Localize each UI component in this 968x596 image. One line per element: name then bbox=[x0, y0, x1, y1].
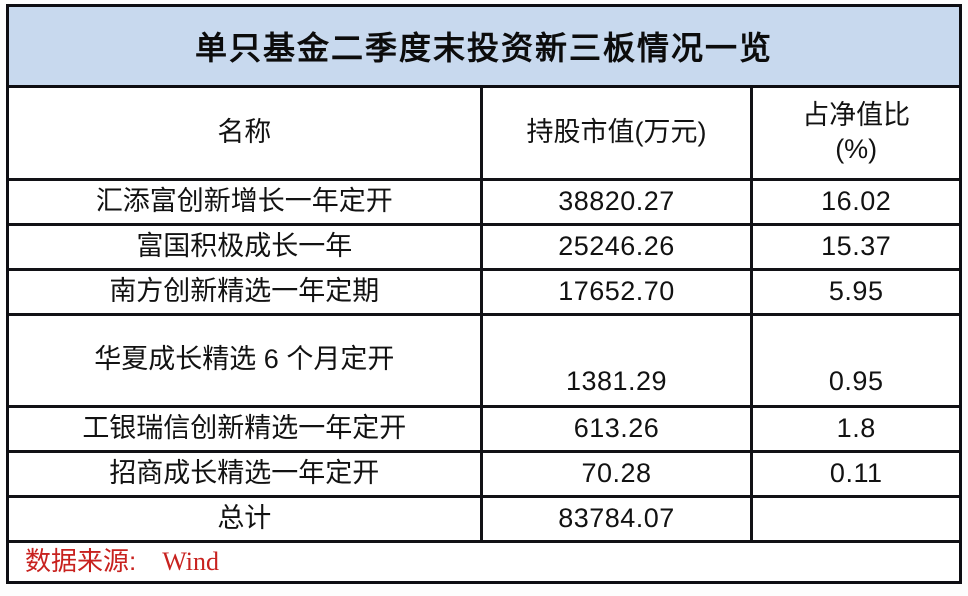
header-net-ratio: 占净值比 (%) bbox=[750, 88, 959, 181]
ratio-cell: 16.02 bbox=[750, 177, 959, 226]
value-cell: 613.26 bbox=[479, 404, 754, 453]
fund-name-cell: 汇添富创新增长一年定开 bbox=[9, 177, 483, 226]
table-row: 南方创新精选一年定期 17652.70 5.95 bbox=[9, 267, 959, 316]
fund-name-cell: 工银瑞信创新精选一年定开 bbox=[9, 404, 483, 453]
value-cell: 70.28 bbox=[479, 449, 754, 498]
header-net-ratio-line2: (%) bbox=[835, 133, 878, 164]
table-row: 华夏成长精选 6 个月定开 1381.29 0.95 bbox=[9, 312, 959, 408]
table-row: 工银瑞信创新精选一年定开 613.26 1.8 bbox=[9, 404, 959, 453]
total-row: 总计 83784.07 bbox=[9, 494, 959, 543]
value-cell: 1381.29 bbox=[479, 312, 754, 408]
total-ratio-cell bbox=[750, 494, 959, 543]
fund-name-cell: 南方创新精选一年定期 bbox=[9, 267, 483, 316]
source-value: Wind bbox=[162, 547, 219, 576]
table-row: 汇添富创新增长一年定开 38820.27 16.02 bbox=[9, 177, 959, 226]
fund-name-cell: 招商成长精选一年定开 bbox=[9, 449, 483, 498]
fund-table-sheet: 单只基金二季度末投资新三板情况一览 名称 持股市值(万元) 占净值比 (%) 汇… bbox=[6, 4, 962, 584]
total-label-cell: 总计 bbox=[9, 494, 483, 543]
header-market-value: 持股市值(万元) bbox=[479, 88, 754, 181]
ratio-cell: 0.95 bbox=[750, 312, 959, 408]
ratio-cell: 1.8 bbox=[750, 404, 959, 453]
ratio-cell: 15.37 bbox=[750, 222, 959, 271]
fund-name-cell: 华夏成长精选 6 个月定开 bbox=[9, 312, 483, 408]
source-note: 数据来源: Wind bbox=[9, 539, 959, 581]
value-cell: 38820.27 bbox=[479, 177, 754, 226]
source-label: 数据来源: bbox=[25, 546, 137, 576]
ratio-cell: 5.95 bbox=[750, 267, 959, 316]
header-row: 名称 持股市值(万元) 占净值比 (%) bbox=[9, 88, 959, 181]
fund-name-cell: 富国积极成长一年 bbox=[9, 222, 483, 271]
table-row: 富国积极成长一年 25246.26 15.37 bbox=[9, 222, 959, 271]
header-net-ratio-line1: 占净值比 bbox=[802, 100, 911, 130]
total-value-cell: 83784.07 bbox=[479, 494, 754, 543]
ratio-cell: 0.11 bbox=[750, 449, 959, 498]
title-banner: 单只基金二季度末投资新三板情况一览 bbox=[9, 7, 959, 88]
table-row: 招商成长精选一年定开 70.28 0.11 bbox=[9, 449, 959, 498]
source-row: 数据来源: Wind bbox=[9, 539, 959, 581]
page-title: 单只基金二季度末投资新三板情况一览 bbox=[194, 30, 773, 66]
value-cell: 25246.26 bbox=[479, 222, 754, 271]
fund-holdings-table: 名称 持股市值(万元) 占净值比 (%) 汇添富创新增长一年定开 38820.2… bbox=[9, 88, 959, 581]
value-cell: 17652.70 bbox=[479, 267, 754, 316]
header-fund-name: 名称 bbox=[9, 88, 483, 181]
